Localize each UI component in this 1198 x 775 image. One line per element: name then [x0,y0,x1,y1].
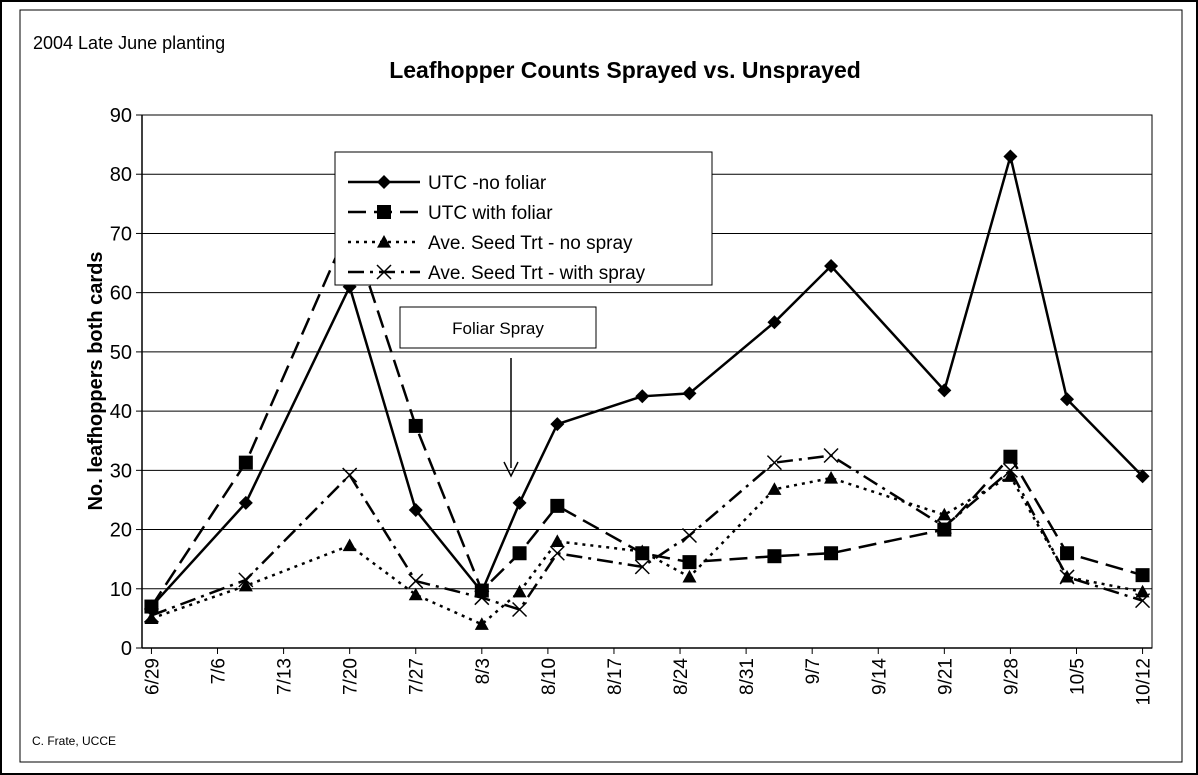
y-tick-label: 90 [110,105,132,127]
marker [238,572,254,588]
annotation-box [399,306,597,349]
marker [682,555,697,570]
x-tick-label: 10/12 [1134,658,1155,706]
marker [144,599,159,614]
marker [143,607,159,623]
x-tick-label: 7/13 [275,658,296,695]
marker [342,538,357,552]
marker [767,482,782,495]
marker [823,447,839,464]
legend-label: Ave. Seed Trt - no spray [428,233,633,254]
x-tick-label: 6/29 [142,658,163,695]
y-tick-label: 80 [110,164,132,186]
legend-label: UTC with foliar [428,203,553,224]
marker [824,259,839,274]
marker [1135,584,1150,598]
marker [408,573,424,589]
legend: UTC -no foliar UTC with foliar Ave. Seed T… [334,151,713,286]
x-tick-label: 9/21 [935,658,956,695]
marker [408,503,423,518]
marker [376,264,392,280]
x-tick-label: 8/17 [605,658,626,695]
marker [1135,469,1150,484]
marker [824,546,839,561]
marker [767,315,782,330]
marker [766,455,782,471]
marker [634,559,650,575]
legend-box [334,151,713,286]
marker [937,507,952,521]
marker [408,587,423,601]
marker [512,584,527,598]
marker [474,590,490,606]
x-tick-label: 10/5 [1067,658,1088,695]
marker [682,569,697,583]
marker [550,498,565,513]
x-tick-label: 9/28 [1001,658,1022,695]
marker [1060,392,1075,407]
y-axis-label: No. leafhoppers both cards [85,252,107,511]
marker [549,545,565,561]
marker [144,611,159,624]
x-tick-label: 8/31 [737,658,758,695]
marker [635,544,650,558]
x-tick-label: 7/6 [209,658,230,684]
credit: C. Frate, UCCE [32,734,116,748]
marker [1060,546,1075,561]
marker [1135,593,1151,609]
annotation-arrowhead [503,461,519,478]
marker [767,549,782,564]
marker [550,417,565,432]
marker [512,495,527,510]
marker [474,617,489,630]
x-tick-label: 9/14 [869,658,890,695]
marker [550,534,565,547]
y-tick-label: 30 [110,460,132,482]
marker [936,519,952,535]
y-tick-label: 50 [110,342,132,364]
marker [377,235,391,248]
x-tick-label: 8/24 [671,658,692,695]
marker [408,418,423,433]
marker [937,522,952,537]
marker [238,578,253,592]
y-tick-label: 0 [121,638,132,660]
marker [937,383,952,398]
marker [1135,568,1150,583]
marker [512,601,528,618]
marker [1059,569,1075,585]
marker [1003,449,1018,464]
marker [682,386,697,401]
x-tick-label: 7/20 [341,658,362,695]
y-tick-label: 60 [110,283,132,305]
marker [1003,149,1018,164]
marker [377,205,391,219]
marker [681,527,698,544]
y-tick-label: 20 [110,520,132,542]
marker [635,389,650,404]
y-tick-label: 70 [110,223,132,245]
chart-subtitle: 2004 Late June planting [33,33,225,53]
y-tick-label: 40 [110,401,132,423]
marker [824,471,839,484]
x-tick-label: 7/27 [407,658,428,695]
y-tick-label: 10 [110,579,132,601]
legend-label: Ave. Seed Trt - with spray [428,263,646,284]
chart-frame [19,9,1183,763]
marker [238,455,253,470]
x-tick-label: 9/7 [803,658,824,684]
marker [377,175,391,189]
x-tick-label: 8/3 [473,658,494,684]
marker [238,495,253,510]
chart-title: Leafhopper Counts Sprayed vs. Unsprayed [389,57,861,83]
marker [1002,462,1018,478]
annotation: Foliar Spray [452,319,544,338]
legend-label: UTC -no foliar [428,173,547,194]
marker [512,546,527,561]
x-tick-label: 8/10 [539,658,560,695]
marker [342,467,358,483]
